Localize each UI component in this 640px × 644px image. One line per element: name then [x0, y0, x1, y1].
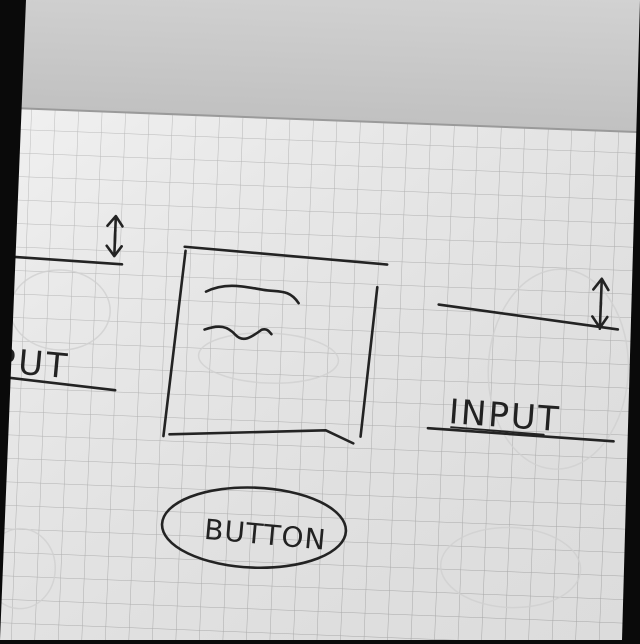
right-input-underline	[426, 426, 615, 443]
text-squiggle-2	[203, 325, 273, 341]
right-label-underline	[450, 426, 545, 436]
right-input-label: INPUT	[447, 392, 561, 440]
right-input-line	[437, 303, 620, 331]
left-input-label: PUT	[0, 341, 71, 388]
photo-border-left	[0, 0, 26, 640]
text-area-box	[162, 245, 389, 445]
button-outline	[160, 486, 348, 570]
text-squiggle-1	[204, 284, 300, 305]
left-scroll-arrows-icon	[105, 214, 124, 258]
upper-page	[0, 0, 640, 164]
photo-border-right	[622, 0, 640, 640]
paper-edge	[0, 105, 640, 135]
